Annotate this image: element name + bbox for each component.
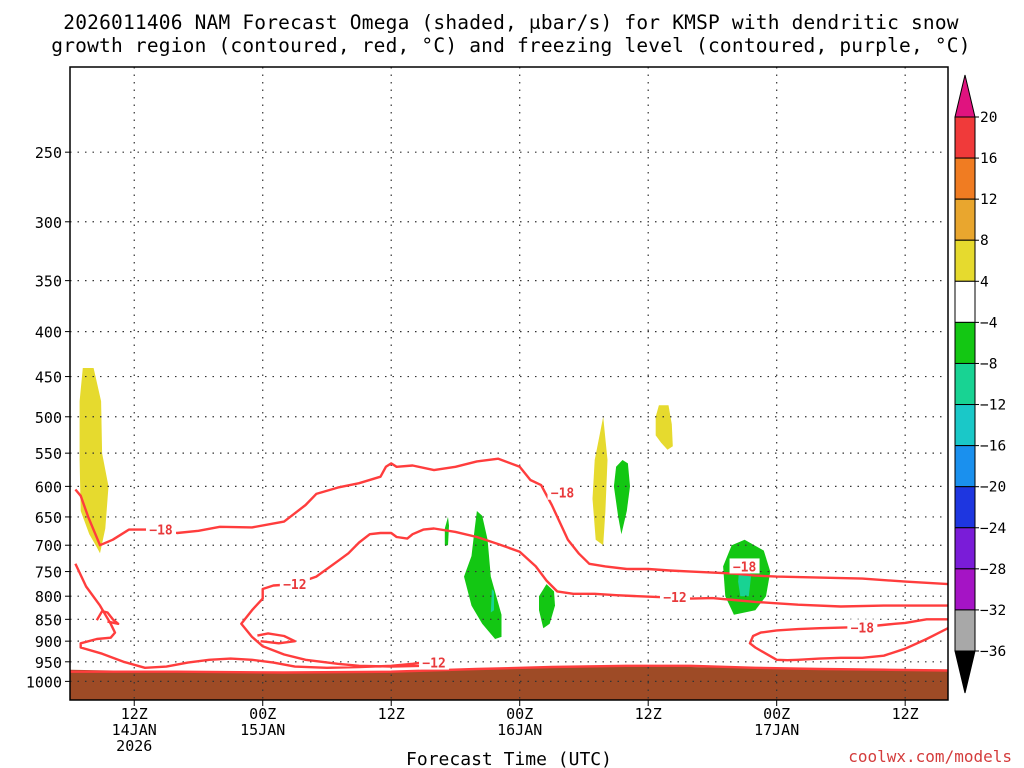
colorbar: 20 16 12 8 4 −4 −8 −12 −16 −20 −24 −28 −32 −36 [954,74,1006,694]
dgz-contour-3 [95,610,120,625]
omega-shade-9 [490,589,494,613]
y-tick-label: 400 [35,324,62,342]
colorbar-bin [954,116,976,159]
contour-label-bg-5 [729,558,760,574]
contour-label-bg-4 [659,589,690,605]
colorbar-label: −32 [980,603,1006,619]
colorbar-label: −8 [980,356,997,372]
x-tick-label: 00Z [249,705,276,723]
credit-text: coolwx.com/models [848,747,1012,766]
y-tick-label: 800 [35,588,62,606]
colorbar-bin [954,280,976,323]
x-tick-label: 15JAN [240,721,285,739]
x-tick-label: 12Z [121,705,148,723]
colorbar-bin [954,362,976,406]
dgz-contour-4 [257,632,297,645]
chart-title: 2026011406 NAM Forecast Omega (shaded, μ… [51,11,970,57]
y-tick-label: 450 [35,369,62,387]
plot-area: −18 −12 −12 −18 −12 −18 −18 250 300 350 400 450 500 5… [26,66,949,755]
terrain [70,666,948,700]
x-tick-label: 14JAN [112,721,157,739]
plot-border [69,66,949,701]
y-tick-label: 900 [35,633,62,651]
y-tick-label: 950 [35,654,62,672]
dgz-contour-0 [74,457,948,586]
colorbar-bin [954,198,976,241]
x-tick-label: 00Z [506,705,533,723]
colorbar-label: −16 [980,439,1006,455]
y-tick-label: 250 [35,144,62,162]
colorbar-label: −4 [980,315,998,331]
contour-label-bg-6 [847,619,878,635]
colorbar-bin [954,445,976,488]
colorbar-bin [954,568,976,611]
contour-label: −18 [851,621,875,636]
y-tick-label: 850 [35,611,62,629]
colorbar-bin [954,609,976,652]
y-tick-label: 300 [35,214,62,232]
y-tick-label: 350 [35,273,62,291]
contour-label-bg-2 [419,654,450,670]
y-tick-label: 650 [35,509,62,527]
colorbar-label: −12 [980,398,1006,414]
colorbar-label: −36 [980,644,1006,660]
contour-label-bg-1 [279,576,310,592]
colorbar-label: 12 [980,192,997,208]
x-tick-label: 16JAN [497,721,542,739]
contour-label: −12 [422,657,445,672]
contour-label: −18 [551,487,575,502]
plot-inner: −18 −12 −12 −18 −12 −18 −18 [70,67,948,700]
dgz-contour-1 [74,527,948,669]
x-tick-label: 00Z [763,705,790,723]
x-tick-label: 12Z [378,705,405,723]
colorbar-label: 16 [980,151,997,167]
x-tick-label: 17JAN [754,721,799,739]
y-tick-label: 550 [35,445,62,463]
omega-shade-3 [613,460,630,535]
colorbar-label: 20 [980,110,997,126]
colorbar-label: 8 [980,233,989,249]
colorbar-label: −20 [980,480,1006,496]
colorbar-label: −24 [980,521,1006,537]
colorbar-bin [954,321,976,364]
omega-shade-2 [655,405,673,450]
omega-shade-0 [79,368,109,554]
x-tick-label: 12Z [892,705,919,723]
y-tick-label: 500 [35,409,62,427]
colorbar-arrow-up [954,74,976,118]
colorbar-label: −28 [980,562,1006,578]
x-tick-label: 2026 [116,737,152,755]
y-tick-label: 1000 [26,673,62,691]
contour-label-bg-3 [547,484,578,500]
contour-label-bg-0 [146,521,177,537]
colorbar-arrow-down [954,650,976,694]
title-line-1: 2026011406 NAM Forecast Omega (shaded, μ… [63,11,959,34]
contour-label: −12 [283,578,306,593]
colorbar-bin [954,157,976,200]
y-tick-label: 700 [35,537,62,555]
colorbar-label: 4 [980,274,989,290]
y-tick-label: 750 [35,564,62,582]
x-axis-label: Forecast Time (UTC) [406,749,612,768]
y-tick-label: 600 [35,478,62,496]
contour-label: −18 [733,560,757,575]
colorbar-bin [954,404,976,447]
colorbar-bin [954,527,976,570]
dgz-contour-5 [70,664,948,674]
omega-shade-5 [539,584,555,629]
contour-label: −18 [149,524,173,539]
colorbar-bin [954,239,976,282]
x-tick-label: 12Z [635,705,662,723]
colorbar-bin [954,486,976,529]
contour-label: −12 [663,591,686,606]
title-line-2: growth region (contoured, red, °C) and f… [51,34,970,57]
omega-shade-1 [592,416,608,546]
